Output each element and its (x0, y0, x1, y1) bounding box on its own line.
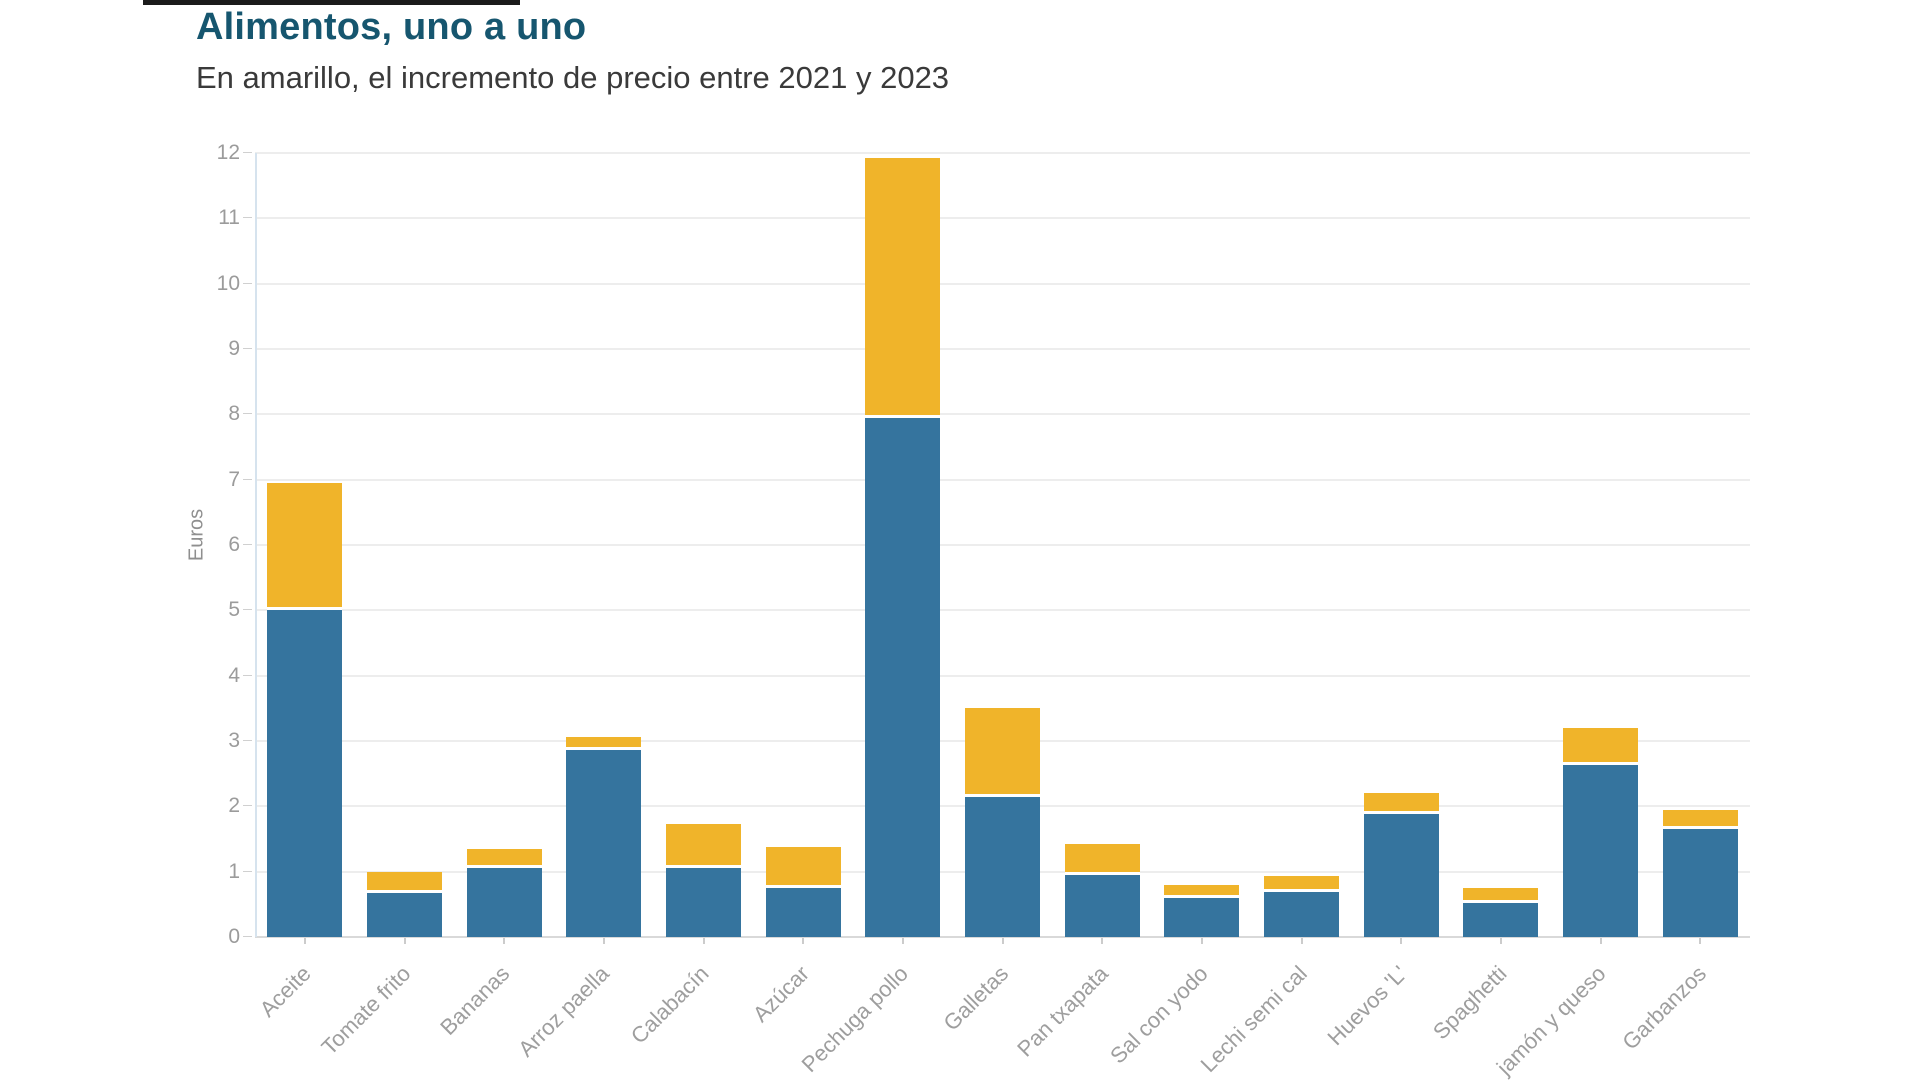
bar-2021-tomate-frito (367, 892, 442, 937)
y-tick-label: 9 (228, 337, 240, 360)
y-tick-label: 12 (216, 141, 240, 164)
bar-2021-aceite (267, 610, 343, 937)
y-tick-label: 11 (218, 206, 240, 230)
cropped-top-banner (143, 0, 520, 5)
x-axis-label-text: Arroz paella (513, 960, 615, 1062)
bar-2021-spaghetti (1463, 903, 1539, 937)
gridline (255, 674, 1750, 677)
x-tick-mark (1300, 938, 1303, 944)
y-tick-label: 1 (228, 859, 240, 883)
y-tick-label: 0 (228, 925, 240, 948)
bar-increment-sal-con-yodo (1164, 884, 1240, 898)
y-tick-label: 5 (228, 598, 240, 622)
x-axis-line (255, 936, 1750, 938)
y-tick-label: 10 (216, 271, 240, 295)
gridline (255, 217, 1750, 220)
y-axis-line (255, 153, 257, 937)
bar-increment-jam-n-y-queso (1563, 727, 1638, 766)
bar-2021-az-car (765, 888, 841, 937)
x-tick-mark (1499, 938, 1502, 944)
gridline (255, 348, 1750, 350)
x-tick-mark (802, 938, 805, 944)
x-tick-mark (403, 938, 406, 944)
y-tick-mark (243, 282, 252, 284)
x-tick-mark (1001, 938, 1004, 944)
y-tick-mark (243, 348, 252, 349)
gridline (255, 544, 1750, 546)
x-axis-label-text: Galletas (938, 960, 1013, 1036)
y-tick-label: 8 (228, 402, 240, 426)
bar-increment-huevos-l- (1363, 793, 1439, 815)
bar-increment-lechi-semi-cal (1264, 876, 1339, 892)
bar-increment-pechuga-pollo (865, 157, 941, 418)
x-tick-mark (1599, 938, 1602, 944)
gridline (255, 152, 1750, 154)
x-axis-label-text: Tomate frito (316, 960, 415, 1060)
x-tick-mark (503, 938, 506, 944)
gridline (255, 609, 1750, 612)
gridline (255, 413, 1750, 416)
y-tick-mark (243, 674, 252, 676)
bar-2021-pechuga-pollo (865, 417, 941, 937)
bar-increment-aceite (267, 482, 343, 611)
x-tick-mark (602, 938, 605, 944)
x-tick-mark (303, 938, 306, 944)
x-tick-mark (901, 938, 904, 944)
y-tick-mark (243, 544, 252, 545)
x-axis-label-text: Pan txapata (1011, 960, 1113, 1062)
x-axis-label-text: Calabacín (626, 960, 714, 1049)
y-tick-label: 2 (228, 794, 240, 818)
bar-2021-arroz-paella (566, 750, 642, 937)
bar-increment-arroz-paella (566, 737, 642, 751)
x-axis-label-text: Garbanzos (1616, 960, 1711, 1055)
x-axis-label-text: Spaghetti (1427, 960, 1512, 1045)
x-axis-label-text: Azúcar (747, 960, 814, 1027)
bar-2021-jam-n-y-queso (1563, 765, 1638, 937)
bar-increment-spaghetti (1463, 888, 1539, 904)
chart-title: Alimentos, uno a uno (196, 6, 587, 48)
x-axis-label-text: Bananas (435, 960, 515, 1040)
bar-increment-tomate-frito (367, 871, 442, 893)
y-tick-label: 3 (228, 729, 240, 752)
y-tick-label: 7 (228, 467, 240, 491)
bar-2021-huevos-l- (1363, 814, 1439, 937)
x-tick-mark (1400, 938, 1403, 944)
bar-increment-garbanzos (1662, 809, 1738, 830)
bar-2021-pan-txapata (1064, 874, 1140, 937)
gridline (255, 478, 1750, 481)
y-tick-mark (243, 609, 252, 611)
y-tick-label: 4 (228, 663, 240, 687)
bar-2021-garbanzos (1662, 829, 1738, 937)
bar-2021-sal-con-yodo (1164, 897, 1240, 937)
bar-2021-lechi-semi-cal (1264, 891, 1339, 937)
y-tick-mark (243, 413, 252, 415)
y-tick-mark (243, 805, 252, 807)
bar-increment-calabac-n (666, 823, 741, 869)
bar-2021-calabac-n (666, 868, 741, 937)
bar-increment-bananas (466, 848, 542, 869)
y-tick-mark (243, 217, 252, 219)
bar-increment-galletas (965, 708, 1040, 797)
x-axis-label-text: Sal con yodo (1104, 960, 1213, 1069)
chart-subtitle: En amarillo, el incremento de precio ent… (196, 60, 950, 95)
x-tick-mark (702, 938, 705, 944)
bar-2021-bananas (466, 868, 542, 937)
y-tick-mark (243, 740, 252, 741)
y-tick-mark (243, 870, 252, 872)
y-tick-mark (243, 152, 252, 153)
bar-2021-galletas (965, 796, 1040, 937)
x-tick-mark (1200, 938, 1203, 944)
y-tick-mark (243, 936, 252, 937)
y-tick-label: 6 (228, 533, 240, 556)
bar-increment-az-car (765, 847, 841, 888)
bar-increment-pan-txapata (1064, 844, 1140, 875)
gridline (255, 282, 1750, 285)
x-tick-mark (1699, 938, 1702, 944)
x-axis-label-text: Aceite (254, 960, 316, 1022)
x-tick-mark (1101, 938, 1104, 944)
y-tick-mark (243, 478, 252, 480)
x-axis-label-text: Huevos 'L' (1322, 960, 1412, 1051)
